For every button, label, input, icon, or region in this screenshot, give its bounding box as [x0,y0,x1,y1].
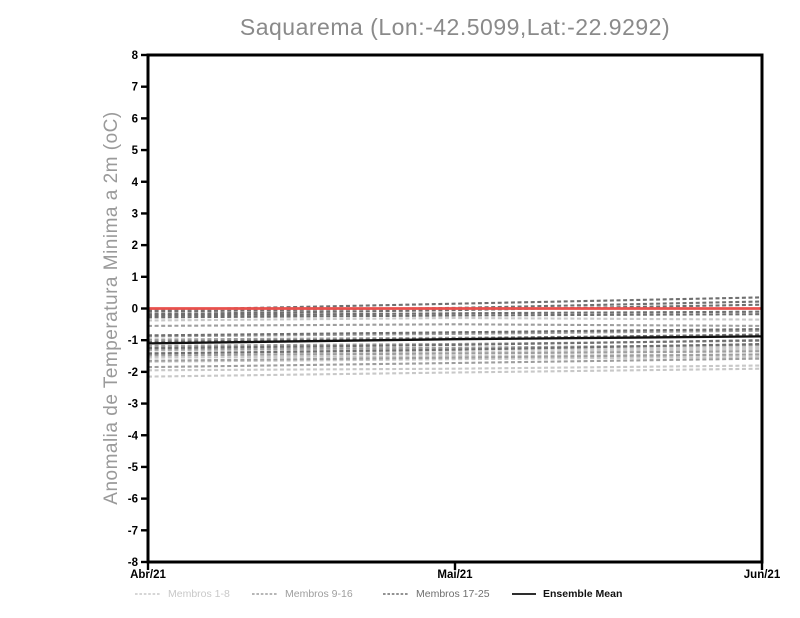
x-tick-label: Mai/21 [437,569,473,581]
legend-label: Ensemble Mean [543,588,623,600]
member-line-membro-6 [147,364,763,372]
ensemble-mean-line [147,335,763,345]
y-tick-label: -7 [128,525,138,537]
y-tick-label: -6 [128,494,138,506]
y-tick-label: -4 [128,430,139,442]
y-tick-label: 3 [132,208,138,220]
chart-title: Saquarema (Lon:-42.5099,Lat:-22.9292) [239,14,671,40]
y-tick-label: 8 [132,50,139,62]
member-line-membro-22 [147,328,763,337]
member-line-membro-19 [147,303,763,316]
legend-item-membros-9-16: Membros 9-16 [251,588,353,600]
member-line-membro-7 [147,367,763,378]
member-line-membro-1 [147,316,763,322]
x-tick-label: Abr/21 [130,569,166,581]
y-tick-label: -1 [128,335,139,347]
y-tick-label: -5 [128,462,139,474]
solid-line-sample [512,593,536,595]
y-tick-label: -8 [128,557,139,569]
y-tick-label: -3 [128,399,138,411]
y-tick-label: 2 [132,240,138,252]
member-line-membro-24 [147,339,763,350]
member-line-membro-16 [147,357,763,369]
y-tick-label: 6 [132,113,138,125]
legend-label: Membros 9-16 [285,588,353,600]
member-line-membro-21 [147,313,763,319]
legend-label: Membros 17-25 [416,588,490,600]
y-tick-label: -2 [128,367,138,379]
member-line-membro-10 [147,329,763,338]
member-line-membro-25 [147,342,763,355]
legend-item-membros-1-8: Membros 1-8 [134,588,230,600]
x-tick-label: Jun/21 [744,569,781,581]
member-line-membro-5 [147,355,763,363]
member-line-membro-15 [147,353,763,362]
y-tick-label: 4 [132,177,139,189]
y-tick-label: 0 [132,304,138,316]
member-line-membro-9 [147,323,763,327]
legend-item-membros-17-25: Membros 17-25 [382,588,490,600]
legend-label: Membros 1-8 [168,588,230,600]
legend: Membros 1-8 Membros 9-16 Membros 17-25 E… [0,588,800,606]
dashed-line-sample [135,593,161,595]
member-line-membro-20 [147,310,763,317]
y-tick-label: 5 [132,145,139,157]
dashed-line-sample [383,593,409,595]
dashed-line-sample [252,593,278,595]
y-tick-label: 1 [132,272,139,284]
legend-item-ensemble-mean: Ensemble Mean [511,588,622,600]
y-tick-label: 7 [132,82,138,94]
member-line-membro-14 [147,350,763,357]
